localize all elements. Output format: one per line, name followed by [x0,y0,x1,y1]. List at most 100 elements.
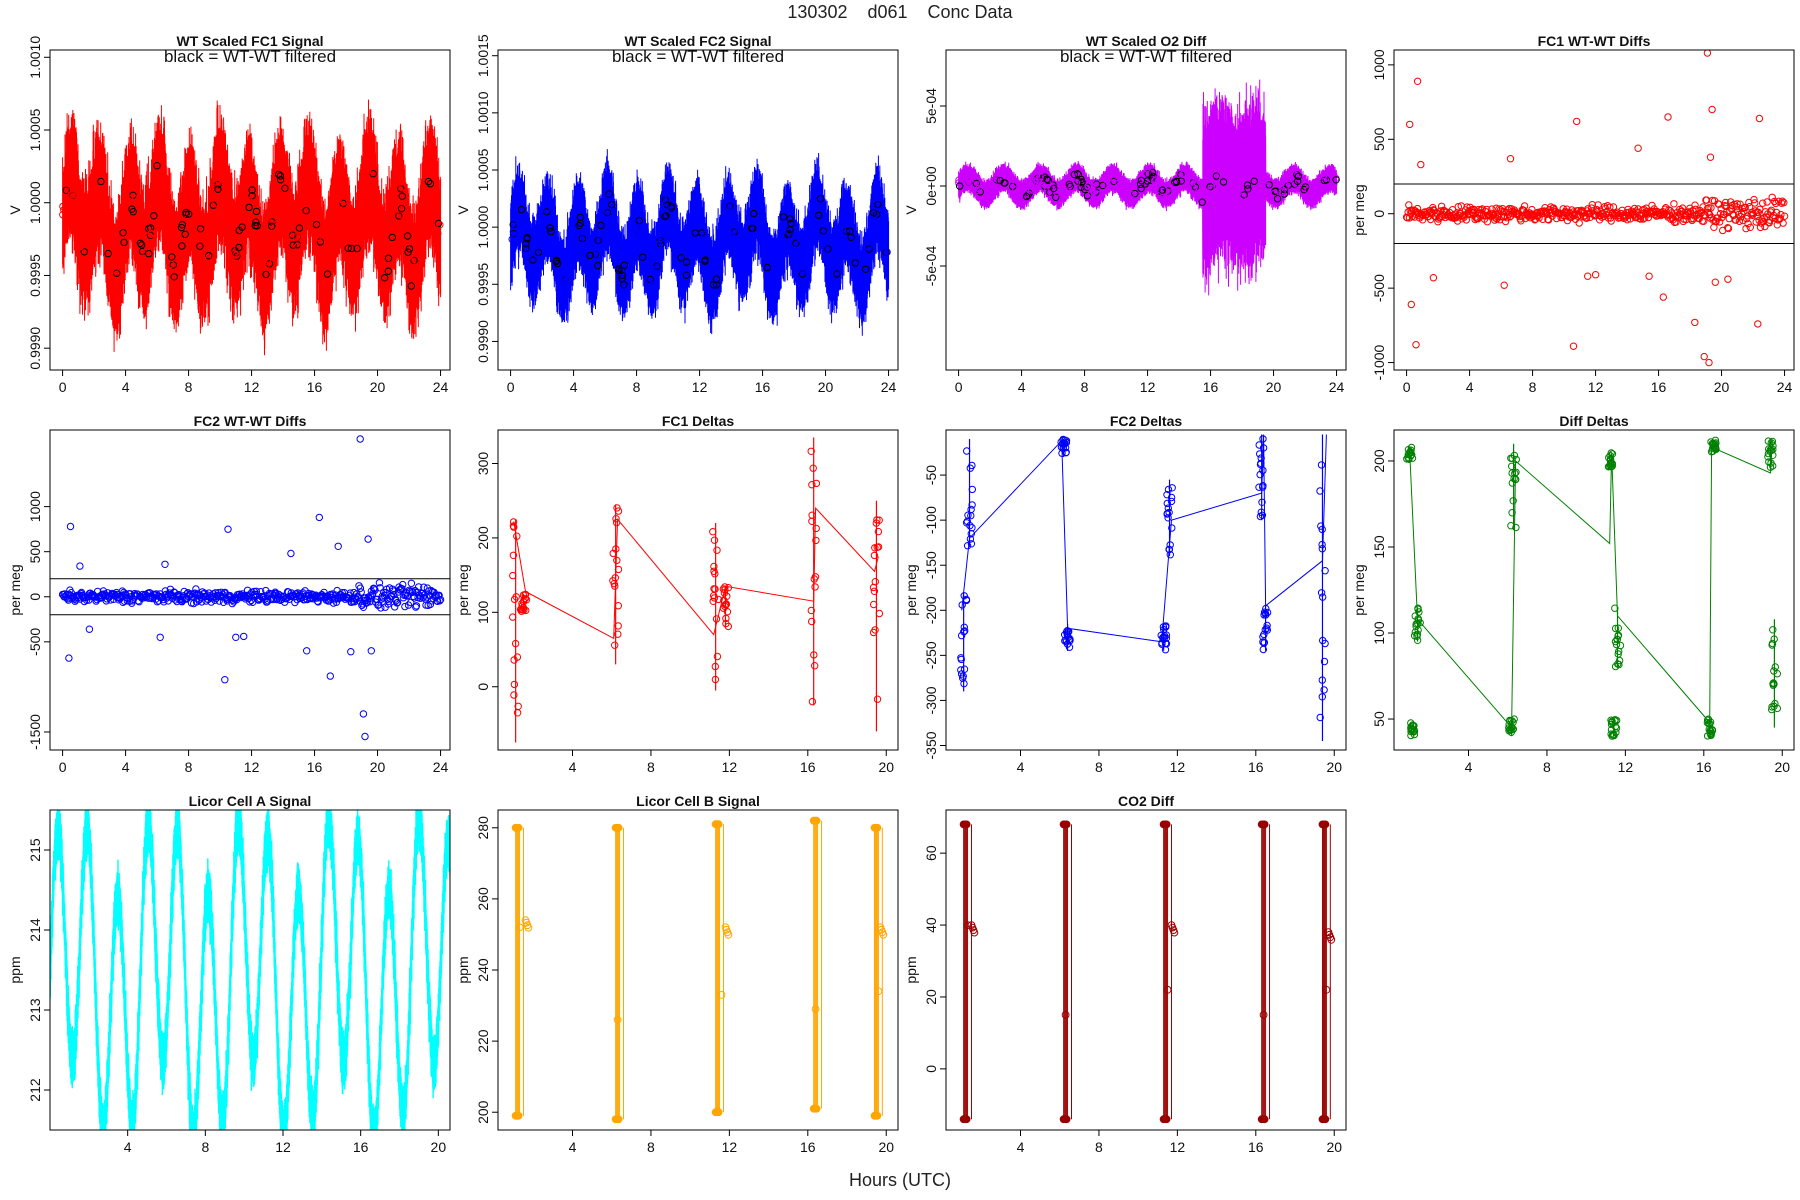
x-tick-label: 8 [647,759,655,775]
delta-point [967,505,975,514]
filtered-point [237,214,245,222]
y-tick-label: 1.0005 [27,108,43,151]
y-tick-label: -1500 [27,714,43,750]
diff-point [338,589,346,597]
delta-point [808,481,816,489]
diff-point [426,600,435,609]
page-title: 130302 d061 Conc Data [787,2,1013,22]
diff-point [1729,211,1738,220]
filtered-point [600,202,608,210]
filtered-point [1217,170,1225,179]
delta-point [808,511,816,519]
y-tick-label: 214 [27,918,43,942]
diff-point [1759,199,1767,207]
filtered-point [540,217,548,225]
outlier-point [1573,117,1581,126]
x-tick-label: 8 [1543,759,1551,775]
filtered-point [1227,174,1236,182]
licor-point [970,928,979,937]
diff-point [408,587,416,595]
filtered-point [289,241,297,249]
diff-point [1712,218,1720,226]
filtered-point [380,274,389,282]
y-tick-label: -1000 [1371,344,1387,380]
filtered-point [744,235,753,243]
y-tick-label: 0e+00 [923,166,939,206]
filtered-point [965,178,973,186]
diff-point [435,591,443,599]
filtered-point [851,259,859,267]
outlier-point [1711,278,1720,286]
delta-point [1770,667,1778,675]
filtered-point [663,200,671,209]
filtered-point [787,219,795,228]
filtered-point [704,266,713,275]
filtered-point [426,180,435,188]
filtered-point [207,234,216,243]
filtered-point [841,225,849,233]
x-tick-label: 16 [1651,379,1667,395]
x-tick-label: 8 [1081,379,1089,395]
filtered-point [976,188,984,196]
filtered-point [210,184,218,192]
delta-point [713,652,722,661]
delta-point [711,675,720,684]
diff-point [1606,203,1614,212]
filtered-point [280,198,289,206]
delta-point [810,651,818,659]
filtered-point [205,252,213,260]
filtered-point [76,228,85,236]
y-tick-label: -100 [923,506,939,534]
delta-point [1318,693,1327,701]
filtered-point [695,219,703,228]
delta-point [1416,619,1424,627]
diff-point [1751,199,1759,207]
x-tick-label: 20 [1774,759,1790,775]
filtered-point [260,280,268,289]
delta-point [1161,639,1170,648]
filtered-point [424,177,433,186]
filtered-point [128,205,136,213]
delta-point [1168,484,1176,492]
filtered-point [1036,180,1044,189]
filtered-point [644,277,653,285]
filtered-point [560,275,569,283]
y-tick-label: 1.0000 [475,206,491,249]
diff-point [1777,210,1785,219]
filtered-point [175,269,183,277]
delta-point [871,578,879,586]
licor-point [1322,985,1331,994]
filtered-point [1050,184,1058,193]
delta-point [509,551,518,559]
filtered-point [313,233,322,242]
diff-point [1768,193,1776,202]
filtered-point [552,257,560,266]
delta-point [724,622,732,631]
delta-point [1611,604,1619,612]
licor-point [812,1104,821,1113]
filtered-point [1044,176,1052,184]
outlier-point [1506,155,1515,163]
delta-point [812,524,820,533]
filtered-point [1052,193,1060,202]
filtered-point [208,210,217,219]
filtered-point [230,273,238,281]
delta-point [963,447,971,455]
delta-point [1608,717,1616,725]
delta-point [1258,498,1266,506]
y-tick-label: -350 [923,731,939,759]
filtered-point [343,237,351,245]
y-tick-label: -50 [923,465,939,485]
delta-point [1166,551,1175,559]
shared-x-axis-label: Hours (UTC) [849,1170,951,1190]
filtered-point [964,173,972,182]
outlier-point [240,632,248,641]
outlier-point [1634,144,1642,152]
y-tick-label: 300 [475,452,491,476]
filtered-point [178,221,187,229]
filtered-point [788,232,796,241]
filtered-point [511,222,519,231]
chart-p11: CO2 Diff ppm 4 8 12 16 20 0 20 40 60 [903,793,1347,1155]
filtered-point [961,173,969,181]
filtered-point [1084,182,1092,191]
